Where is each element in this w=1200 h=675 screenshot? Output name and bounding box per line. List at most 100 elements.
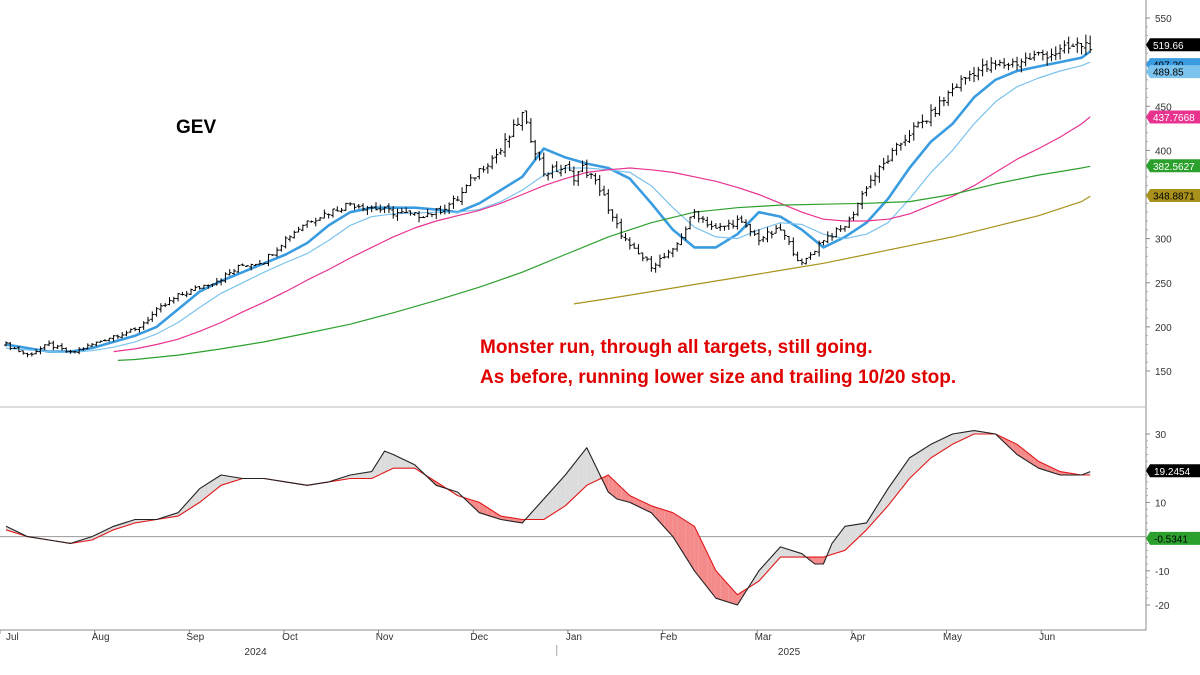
price-bar [752,229,757,236]
osc-fill-down [629,495,635,505]
price-bar [972,67,977,83]
osc-fill-down [604,475,609,493]
osc-fill-down [728,585,734,604]
osc-fill-up [354,473,359,479]
price-bar [240,263,245,266]
price-bar [21,350,26,355]
price-bar [993,60,998,70]
price-bar [214,277,219,286]
price-bar [967,70,972,82]
price-panel: 550500450400350300250200150519.66497.204… [0,0,1200,630]
price-bar [842,225,847,232]
price-bar [29,352,34,357]
price-tick-label: 300 [1155,235,1172,246]
price-bar [507,135,512,148]
ma-line-ma100 [117,165,1091,361]
price-bar [356,203,361,209]
price-bar [391,206,396,219]
annotation-line-2: As before, running lower size and traili… [480,367,957,388]
x-month-label: Jan [566,632,582,643]
osc-fill-up [376,457,381,477]
price-bar [494,148,499,164]
osc-fill-down [724,580,729,603]
price-bar [1015,56,1020,71]
osc-fill-down [664,509,669,532]
osc-fill-up [186,498,191,511]
price-bar [455,196,460,202]
osc-fill-up [393,454,398,469]
osc-fill-down [720,575,725,601]
price-bar [744,219,748,228]
osc-fill-up [879,495,884,516]
price-bar [576,171,581,186]
price-tag-label: 348.8871 [1153,191,1195,202]
osc-tag: -0.5341 [1146,531,1200,545]
price-bar [1040,49,1045,61]
osc-fill-up [208,480,213,496]
price-bar [85,343,90,350]
price-bar [834,227,839,238]
price-bar [339,207,344,213]
price-bar [765,227,770,243]
osc-fill-up [887,482,893,506]
price-bar [348,202,353,206]
osc-fill-up [569,464,574,502]
price-bar [287,235,292,242]
price-bar [395,208,400,221]
price-bar [167,297,172,306]
price-bar [1070,43,1075,47]
osc-fill-down [1012,442,1018,455]
price-bar [799,258,804,266]
osc-fill-down [737,592,742,605]
price-bar [503,133,508,158]
price-bar [804,257,809,265]
price-bar [244,265,249,267]
price-bar [305,220,310,228]
price-bar [855,202,860,217]
osc-fill-up [363,472,368,479]
osc-tick-label: -20 [1155,601,1170,612]
price-tag: 489.85 [1146,65,1200,79]
osc-fill-down [479,502,484,515]
price-bar [158,303,163,313]
price-bar [442,204,447,215]
osc-fill-down [634,497,639,507]
price-bar [189,288,193,295]
osc-fill-down [694,526,699,577]
x-month-label: Feb [660,632,678,643]
price-bar [890,147,895,162]
price-bar [90,343,95,348]
x-month-label: Mar [755,632,773,643]
price-bar [838,225,843,232]
price-bar [567,160,572,172]
price-bar [111,335,116,342]
price-bar [429,213,434,218]
osc-fill-up [918,449,923,471]
price-bar [25,352,30,358]
osc-fill-up [199,485,204,503]
price-tag: 348.8871 [1146,188,1200,202]
osc-fill-down [685,520,691,564]
osc-tag-label: 19.2454 [1154,467,1191,478]
price-tag: 382.5627 [1146,159,1200,173]
price-bar [4,341,8,347]
price-bar [447,202,452,215]
osc-fill-down [492,510,497,519]
price-bar [1006,62,1011,71]
price-bar [77,347,82,355]
x-month-label: Sep [186,632,204,643]
price-bar [460,187,465,206]
osc-fill-down [681,518,686,558]
osc-fill-up [866,516,871,530]
price-bar [851,211,856,221]
price-bar [584,159,589,179]
x-year-label: 2025 [778,647,801,658]
osc-fill-down [1008,440,1013,451]
price-bar [253,263,258,266]
price-bar [709,220,714,230]
price-tag-label: 382.5627 [1153,162,1195,173]
price-bar [421,216,426,219]
osc-fill-up [844,525,850,551]
price-bar [619,218,624,240]
